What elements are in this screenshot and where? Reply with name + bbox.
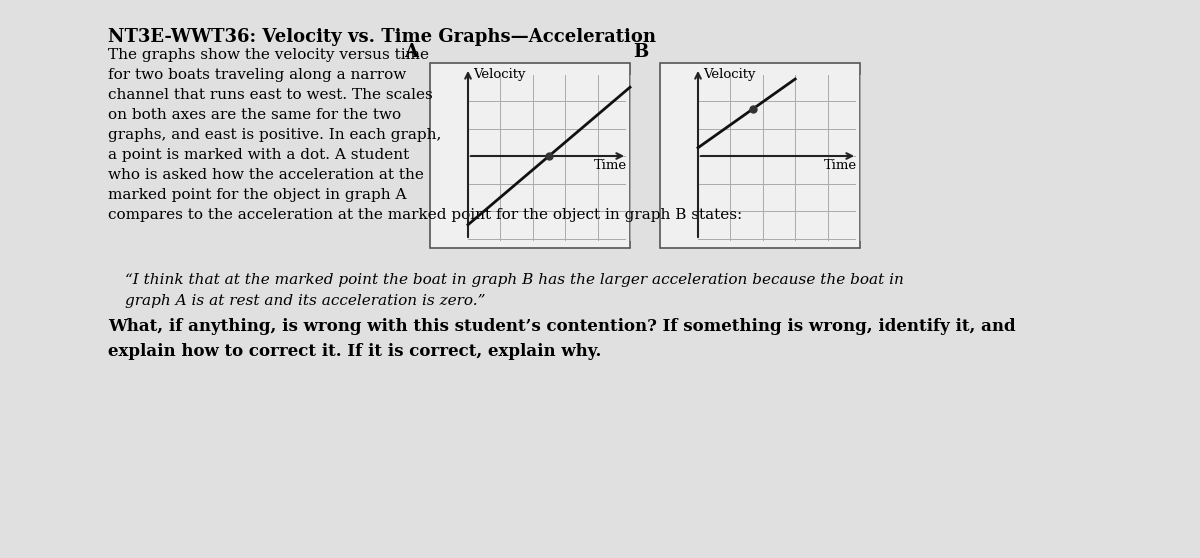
Text: B: B (632, 43, 648, 61)
Text: Velocity: Velocity (703, 68, 756, 81)
Text: A: A (404, 43, 418, 61)
FancyBboxPatch shape (430, 63, 630, 248)
Text: “I think that at the marked point the boat in graph B has the larger acceleratio: “I think that at the marked point the bo… (125, 273, 904, 307)
Text: What, if anything, is wrong with this student’s contention? If something is wron: What, if anything, is wrong with this st… (108, 318, 1015, 360)
Text: Time: Time (824, 159, 857, 172)
Text: NT3E-WWT36: Velocity vs. Time Graphs—Acceleration: NT3E-WWT36: Velocity vs. Time Graphs—Acc… (108, 28, 656, 46)
Text: Time: Time (594, 159, 628, 172)
Text: The graphs show the velocity versus time
for two boats traveling along a narrow
: The graphs show the velocity versus time… (108, 48, 743, 223)
FancyBboxPatch shape (660, 63, 860, 248)
Text: Velocity: Velocity (473, 68, 526, 81)
